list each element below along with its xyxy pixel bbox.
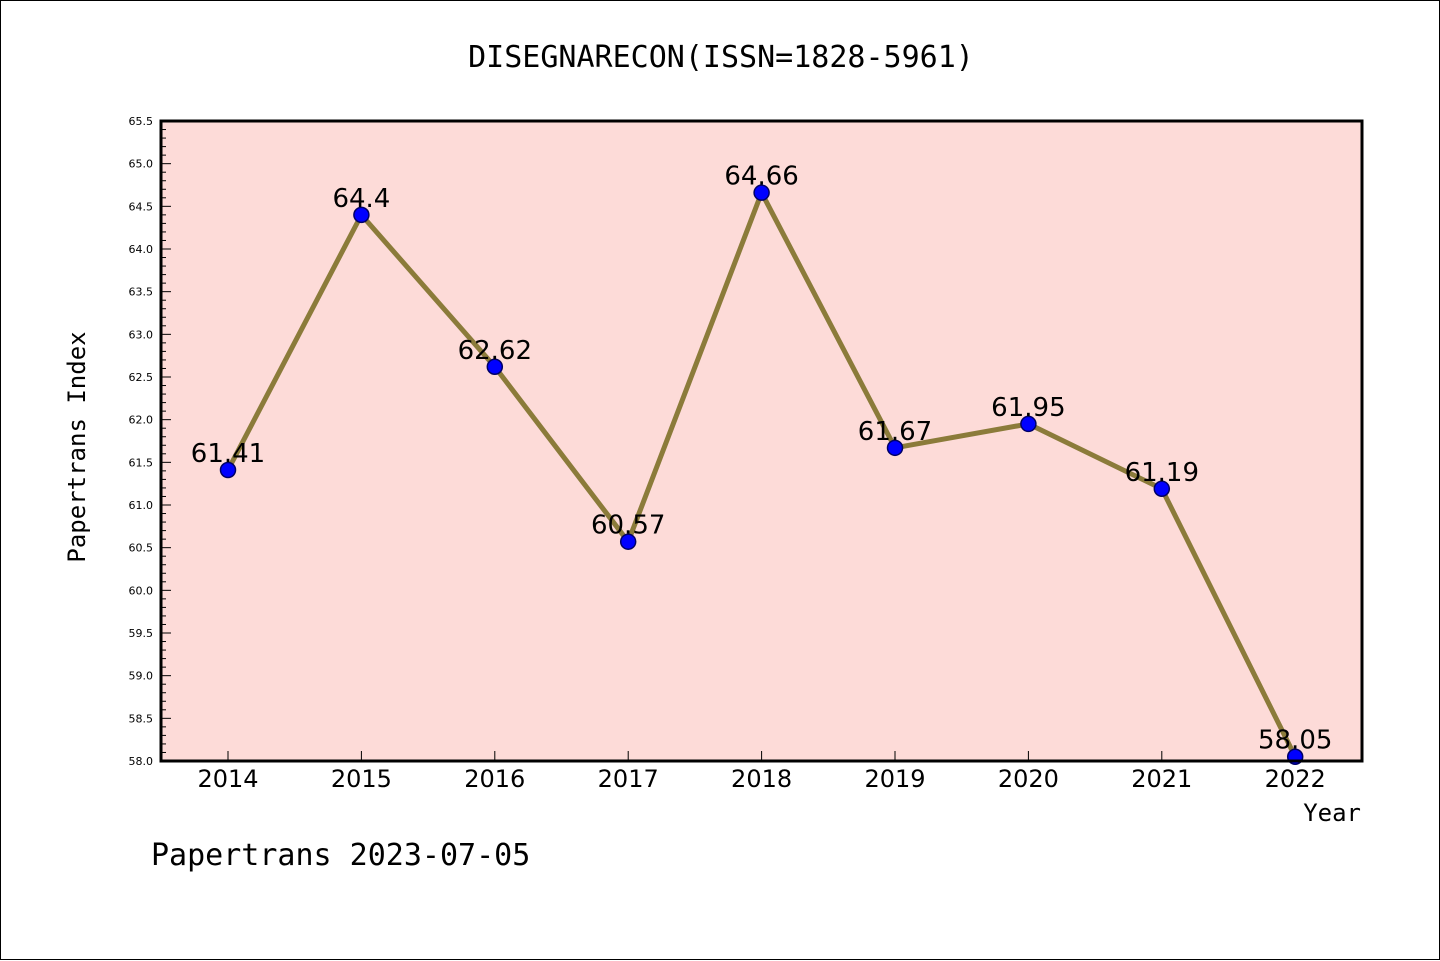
data-label: 62.62 [458, 336, 532, 366]
data-label: 61.41 [191, 439, 265, 469]
data-label: 64.4 [332, 184, 390, 214]
data-label: 61.67 [858, 417, 932, 447]
y-tick-label: 62.5 [129, 371, 154, 384]
y-tick-label: 63.0 [129, 328, 154, 341]
footer-text: Papertrans 2023-07-05 [151, 838, 530, 873]
x-axis-ticks: 2014 2015 2016 2017 2018 2019 2020 2021 2022 [197, 751, 1326, 793]
data-label: 60.57 [591, 511, 665, 541]
data-point [619, 533, 637, 550]
y-axis-label: Papertrans Index [63, 331, 91, 562]
x-tick-label: 2019 [864, 765, 925, 793]
data-labels: 61.41 64.4 62.62 60.57 64.66 61.67 61.95 61.19 5… [191, 162, 1333, 756]
x-tick-label: 2021 [1131, 765, 1192, 793]
x-tick-label: 2020 [998, 765, 1059, 793]
data-label: 61.95 [991, 393, 1065, 423]
data-point [486, 358, 504, 376]
data-point [886, 439, 904, 457]
data-point [1020, 415, 1037, 433]
y-tick-label: 60.0 [129, 584, 154, 597]
data-markers [219, 184, 1304, 765]
x-tick-label: 2016 [464, 765, 525, 793]
x-tick-label: 2015 [331, 765, 392, 793]
y-tick-label: 61.5 [129, 456, 154, 469]
y-tick-label: 65.5 [129, 115, 154, 128]
x-tick-label: 2018 [731, 765, 792, 793]
y-tick-label: 58.0 [129, 755, 154, 768]
data-point [353, 206, 370, 224]
data-point [753, 184, 770, 201]
y-tick-label: 61.0 [129, 499, 154, 512]
plot-border [159, 119, 1364, 763]
x-tick-label: 2022 [1265, 765, 1326, 793]
y-tick-label: 62.0 [129, 414, 154, 427]
x-tick-label: 2014 [197, 765, 258, 793]
data-label: 58.05 [1258, 726, 1332, 756]
y-tick-label: 64.5 [129, 200, 154, 213]
y-tick-label: 58.5 [129, 712, 154, 725]
y-tick-label: 63.5 [129, 286, 154, 299]
data-point [219, 461, 237, 479]
plot-area [161, 121, 1362, 761]
y-tick-label: 59.0 [129, 670, 154, 683]
data-point [1153, 480, 1171, 498]
data-label: 64.66 [724, 162, 798, 192]
y-tick-label: 65.0 [129, 158, 154, 171]
y-tick-label: 59.5 [129, 627, 154, 640]
x-tick-label: 2017 [598, 765, 659, 793]
x-axis-label: Year [1303, 799, 1361, 827]
y-tick-label: 64.0 [129, 243, 154, 256]
y-axis-ticks: 58.0 58.5 59.0 59.5 60.0 60.5 61.0 61.5 62.0 62.5… [129, 115, 171, 768]
chart-title: DISEGNARECON(ISSN=1828-5961) [468, 40, 974, 75]
y-tick-label: 60.5 [129, 542, 154, 555]
data-label: 61.19 [1125, 458, 1199, 488]
